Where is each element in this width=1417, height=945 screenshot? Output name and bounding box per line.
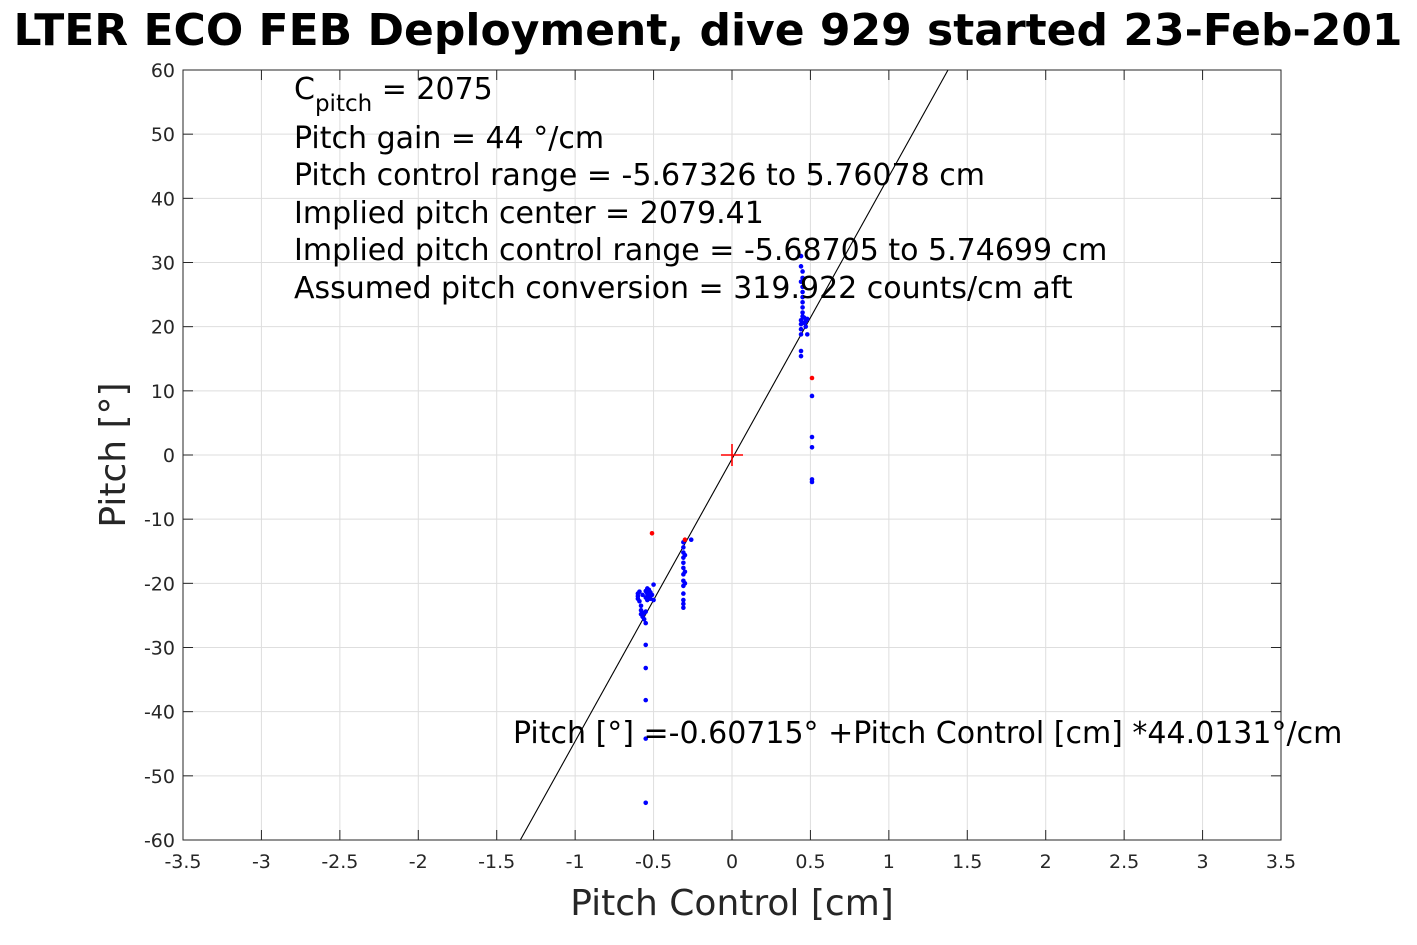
- chart-title: LTER ECO FEB Deployment, dive 929 starte…: [13, 5, 1402, 56]
- data-point: [809, 434, 815, 440]
- x-tick-label: -2.5: [321, 851, 358, 873]
- data-point: [809, 375, 815, 381]
- data-point: [643, 800, 649, 806]
- data-point: [638, 603, 644, 609]
- data-point: [681, 560, 686, 566]
- x-axis-label: Pitch Control [cm]: [570, 883, 894, 924]
- annotation-implied-range: Implied pitch control range = -5.68705 t…: [294, 233, 1107, 268]
- annotation-pitch-center: Implied pitch center = 2079.41: [294, 196, 764, 231]
- annotation-cpitch-base: C: [294, 72, 315, 107]
- data-point: [681, 545, 686, 550]
- data-point: [643, 697, 649, 703]
- y-tick-label: -40: [144, 702, 175, 724]
- y-tick-label: 10: [151, 381, 175, 403]
- data-point: [800, 269, 805, 274]
- y-tick-label: 20: [151, 317, 175, 339]
- data-point: [798, 317, 804, 323]
- data-point: [643, 665, 649, 671]
- data-point: [681, 591, 686, 596]
- x-tick-label: -0.5: [635, 851, 672, 873]
- data-point: [681, 601, 686, 607]
- data-point: [649, 530, 655, 536]
- data-point: [800, 284, 805, 290]
- data-point: [638, 607, 644, 613]
- y-axis-label: Pitch [°]: [93, 382, 134, 527]
- data-point: [798, 332, 804, 337]
- x-tick-label: 2: [1040, 851, 1052, 873]
- x-tick-label: 0: [726, 851, 738, 873]
- x-tick-label: -2: [409, 851, 428, 873]
- data-point: [682, 569, 688, 575]
- data-point: [798, 279, 804, 285]
- data-point: [804, 316, 810, 322]
- annotation-fit-equation: Pitch [°] =-0.60715° +Pitch Control [cm]…: [513, 716, 1342, 751]
- data-point: [681, 597, 686, 603]
- x-tick-label: -3.5: [164, 851, 201, 873]
- data-point: [651, 582, 656, 587]
- data-point: [682, 552, 688, 558]
- x-tick-label: 1.5: [952, 851, 982, 873]
- data-point: [798, 348, 804, 354]
- y-tick-label: -30: [144, 638, 175, 660]
- y-tick-label: 40: [151, 188, 175, 210]
- y-tick-label: 0: [163, 445, 175, 467]
- data-point: [798, 326, 804, 332]
- data-point: [809, 479, 815, 485]
- annotation-cpitch-value: = 2075: [372, 72, 493, 107]
- data-point: [641, 616, 647, 622]
- x-tick-label: 2.5: [1109, 851, 1139, 873]
- data-point: [798, 264, 804, 269]
- annotation-control-range: Pitch control range = -5.67326 to 5.7607…: [294, 158, 985, 193]
- data-point: [682, 537, 688, 542]
- data-point: [649, 592, 655, 598]
- annotation-cpitch-sub: pitch: [315, 91, 372, 117]
- x-tick-label: 3.5: [1266, 851, 1296, 873]
- y-tick-label: -10: [144, 509, 175, 531]
- data-point: [682, 581, 688, 586]
- data-point: [800, 275, 805, 281]
- grid: [182, 69, 1282, 841]
- data-point: [643, 736, 649, 741]
- data-point: [798, 353, 804, 359]
- data-point: [637, 599, 642, 604]
- y-tick-label: -50: [144, 766, 175, 788]
- tick-labels: -3.5 -3 -2.5 -2 -1.5 -1 -0.5 0 0.5 1 1.5 2 2.5 3 3.5 60…: [144, 60, 1296, 873]
- data-point: [643, 609, 649, 614]
- data-points: [635, 253, 815, 806]
- data-point: [800, 310, 805, 315]
- x-tick-label: 3: [1197, 851, 1209, 873]
- data-point: [798, 253, 804, 259]
- data-point: [640, 592, 645, 598]
- annotation-conversion: Assumed pitch conversion = 319.922 count…: [294, 271, 1073, 306]
- x-tick-label: 1: [883, 851, 895, 873]
- data-point: [681, 605, 686, 611]
- data-point: [643, 642, 649, 648]
- y-tick-label: -20: [144, 573, 175, 595]
- data-point: [643, 620, 649, 626]
- data-point: [651, 597, 656, 603]
- data-point: [688, 537, 694, 542]
- data-point: [800, 305, 805, 310]
- y-tick-label: 60: [151, 60, 175, 82]
- data-point: [800, 299, 805, 305]
- x-tick-label: -1: [566, 851, 585, 873]
- data-point: [681, 565, 686, 571]
- y-tick-label: 30: [151, 253, 175, 275]
- y-tick-label: -60: [144, 830, 175, 852]
- data-point: [809, 445, 815, 450]
- y-tick-label: 50: [151, 124, 175, 146]
- data-point: [809, 393, 815, 399]
- annotation-cpitch: Cpitch = 2075: [294, 72, 493, 117]
- annotation-pitch-gain: Pitch gain = 44 °/cm: [294, 121, 604, 156]
- data-point: [800, 294, 805, 300]
- data-point: [803, 324, 809, 329]
- data-point: [800, 289, 805, 295]
- center-marker-layer: [721, 444, 743, 466]
- x-tick-label: -1.5: [478, 851, 515, 873]
- x-tick-label: -3: [252, 851, 271, 873]
- x-tick-label: 0.5: [795, 851, 825, 873]
- data-point: [804, 332, 810, 337]
- data-point: [637, 589, 642, 594]
